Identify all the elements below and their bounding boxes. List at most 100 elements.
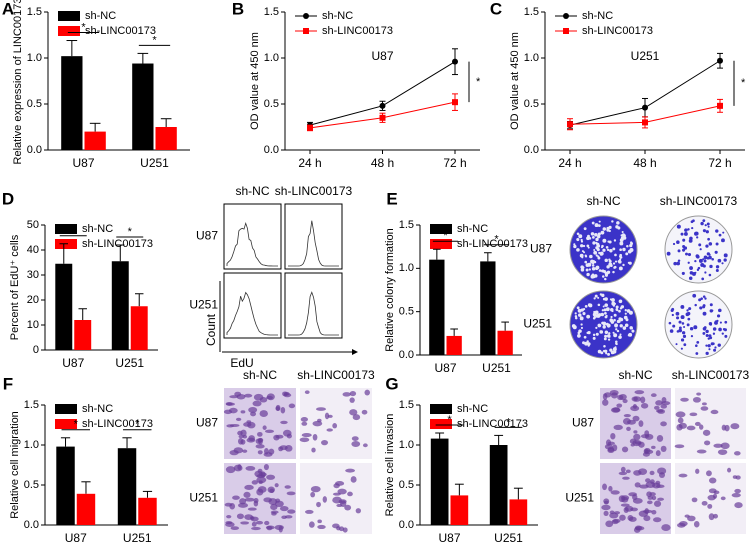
y-tick-label: 1.5 [24, 399, 39, 411]
colony [694, 271, 697, 274]
colony [717, 258, 722, 263]
colony [597, 256, 601, 260]
y-tick-label: 0.5 [27, 98, 42, 110]
cell [274, 483, 279, 488]
cell [607, 441, 615, 446]
colony [587, 262, 592, 267]
colony [692, 219, 695, 223]
cell [686, 425, 696, 431]
cell [274, 524, 284, 531]
legend-swatch [430, 239, 452, 249]
cell [355, 508, 361, 514]
colony [694, 303, 697, 307]
colony [591, 267, 596, 271]
colony [598, 251, 601, 255]
cell [337, 488, 347, 495]
y-tick-label: 0.5 [24, 479, 39, 491]
cell [720, 442, 730, 450]
colony [602, 325, 606, 329]
histogram-image [223, 272, 282, 339]
colony [678, 328, 683, 333]
colony [687, 252, 692, 257]
cell [238, 502, 249, 508]
image-column-label: sh-NC [243, 368, 277, 382]
colony [588, 303, 593, 308]
histogram-trace [288, 220, 339, 267]
cell [232, 495, 240, 500]
colony [676, 261, 681, 266]
cell [706, 470, 712, 477]
cell [243, 422, 252, 427]
colony [695, 344, 698, 347]
cell [604, 392, 612, 398]
colony [607, 338, 611, 341]
image-column-label: sh-NC [235, 184, 269, 198]
significance-label: * [741, 77, 746, 89]
colony [703, 255, 708, 260]
cell [327, 414, 333, 418]
cell [234, 391, 242, 397]
colony [580, 323, 583, 326]
colony [618, 309, 621, 313]
cell [610, 490, 620, 495]
colony [707, 237, 710, 241]
colony [614, 346, 617, 349]
cell [616, 403, 623, 408]
panel-label: C [490, 0, 502, 18]
colony [618, 335, 622, 339]
colony [612, 270, 615, 274]
colony [616, 221, 620, 225]
cell [259, 397, 268, 403]
colony [578, 234, 583, 239]
significance-label: * [447, 414, 452, 426]
cell [674, 444, 685, 449]
image-row-label: U87 [196, 229, 218, 243]
colony [626, 244, 629, 248]
legend-swatch [55, 404, 77, 414]
colony [702, 295, 706, 298]
cell [693, 520, 700, 528]
colony [620, 305, 624, 309]
colony-dish [664, 290, 733, 359]
histogram-trace [226, 291, 279, 336]
colony [705, 230, 709, 234]
cell [677, 522, 686, 528]
colony [586, 244, 590, 248]
cell [321, 439, 329, 446]
bar [430, 438, 449, 525]
cell [628, 516, 637, 522]
colony [670, 308, 674, 312]
cell [308, 521, 315, 528]
image-y-label: Count [204, 313, 218, 346]
panel-label: F [3, 374, 13, 393]
colony [577, 333, 581, 338]
cell [239, 498, 247, 505]
cell [347, 491, 353, 497]
cell [274, 500, 284, 508]
cell [251, 480, 258, 485]
cell [326, 428, 333, 432]
y-tick-label: 0 [33, 344, 39, 356]
legend-swatch [430, 419, 452, 429]
colony [688, 276, 693, 280]
colony [698, 258, 703, 263]
legend-swatch [58, 11, 80, 21]
colony [602, 305, 605, 308]
colony [597, 303, 601, 307]
x-tick-label: 24 h [558, 156, 581, 170]
colony [592, 333, 596, 337]
y-tick-label: 1.5 [524, 6, 539, 18]
x-tick-label: U251 [123, 531, 152, 545]
cell [733, 451, 741, 456]
cell [696, 392, 702, 396]
cell [278, 446, 284, 452]
colony [573, 244, 577, 249]
colony [576, 306, 580, 310]
cell [244, 393, 253, 398]
cell [263, 463, 269, 471]
cell [263, 452, 273, 457]
colony [705, 329, 709, 334]
image-row-label: U251 [189, 298, 218, 312]
cell [653, 517, 662, 523]
colony [705, 334, 709, 338]
